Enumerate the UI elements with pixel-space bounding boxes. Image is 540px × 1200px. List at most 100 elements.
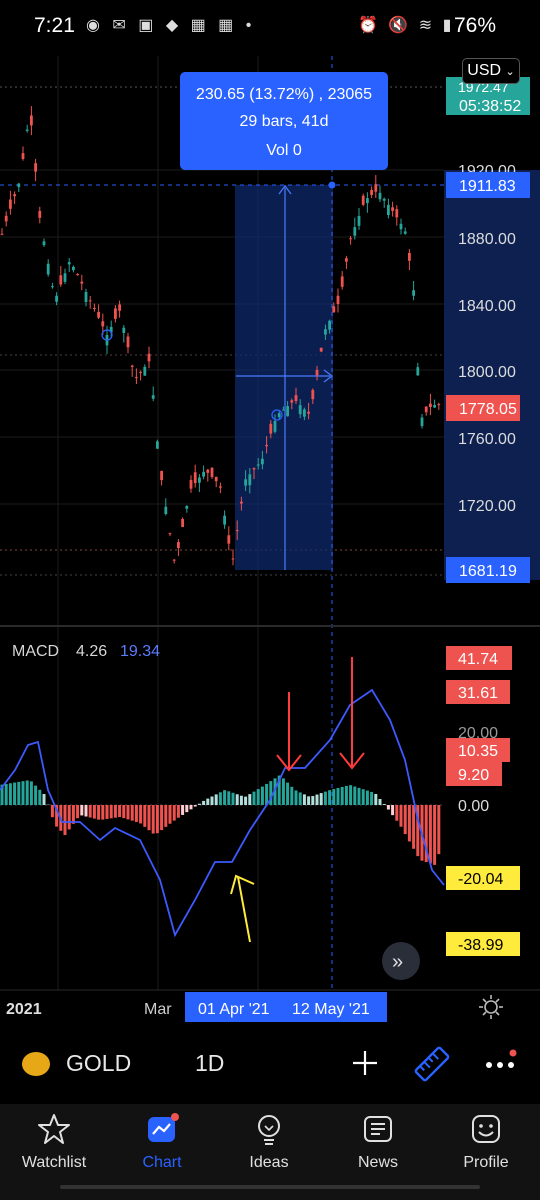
interval-label[interactable]: 1D	[195, 1050, 225, 1076]
macd-bar	[315, 794, 319, 805]
macd-bar	[273, 778, 277, 805]
settings-gear-icon[interactable]	[479, 995, 503, 1019]
candle-body	[374, 184, 378, 192]
status-time: 7:21	[34, 14, 75, 37]
candle-body	[114, 308, 117, 319]
macd-bar	[38, 789, 42, 805]
macd-axis[interactable]: 41.74 31.61 20.00 10.35 9.20 0.00 -20.04…	[446, 646, 520, 956]
candle-body	[198, 477, 201, 483]
gold-bars-icon[interactable]	[22, 1052, 50, 1076]
macd-bar	[349, 785, 353, 805]
macd-bar	[433, 805, 437, 865]
macd-bar	[176, 805, 180, 818]
macd-bar	[147, 805, 151, 831]
lightbulb-icon	[258, 1115, 280, 1145]
macd-bar	[197, 803, 201, 805]
measure-low-label: 1681.19	[459, 563, 517, 580]
macd-bar	[416, 805, 420, 857]
macd-bar	[336, 788, 340, 805]
macd-bar	[286, 782, 290, 805]
macd-bar	[424, 805, 428, 863]
macd-bar	[302, 794, 306, 805]
macd-bar	[126, 805, 130, 820]
nav-watchlist[interactable]: Watchlist	[6, 1112, 102, 1176]
candle-body	[0, 233, 4, 235]
chart-icon	[148, 1113, 179, 1142]
macd-bar	[395, 805, 399, 821]
candle-body	[67, 262, 71, 265]
nav-profile[interactable]: Profile	[438, 1112, 534, 1176]
macd-bar	[84, 805, 88, 817]
candle-body	[378, 192, 382, 200]
macd-bar	[185, 805, 189, 813]
candle-body	[399, 223, 403, 230]
macd-axis-label: 10.35	[458, 743, 498, 760]
countdown-label: 05:38:52	[459, 98, 521, 115]
symbol-label[interactable]: GOLD	[66, 1050, 132, 1076]
macd-bar	[113, 805, 117, 818]
candle-body	[46, 263, 50, 275]
measure-handle-top[interactable]	[328, 181, 336, 189]
macd-bar	[21, 781, 25, 805]
macd-bar	[181, 805, 185, 815]
macd-bar	[92, 805, 96, 819]
candle-body	[345, 258, 348, 262]
measure-high-label-box	[446, 172, 530, 198]
candle-body	[273, 421, 277, 432]
macd-bar	[134, 805, 138, 822]
add-icon[interactable]	[348, 1046, 382, 1080]
candle-body	[370, 189, 373, 195]
macd-bar	[235, 794, 239, 805]
nav-news[interactable]: News	[330, 1112, 426, 1176]
candle-body	[59, 275, 63, 285]
scroll-realtime-button[interactable]	[382, 942, 420, 980]
macd-axis-label: 31.61	[458, 685, 498, 702]
macd-bar	[122, 805, 126, 819]
more-dots-icon[interactable]	[482, 1048, 518, 1078]
candle-body	[97, 311, 100, 318]
macd-bar	[25, 780, 29, 805]
red-arrow-1	[276, 692, 302, 772]
candle-body	[227, 535, 231, 544]
nav-label: Profile	[463, 1154, 509, 1171]
macd-bar	[34, 785, 38, 805]
nav-ideas[interactable]: Ideas	[221, 1112, 317, 1176]
candle-body	[382, 198, 386, 201]
candle-body	[223, 515, 226, 525]
candle-body	[189, 480, 193, 489]
chart-area[interactable]: 230.65 (13.72%) , 23065 29 bars, 41d Vol…	[0, 56, 540, 1032]
price-axis[interactable]: 1972.47 1920.00 1880.00 1840.00 1800.00 …	[444, 77, 540, 583]
macd-bar	[13, 782, 17, 805]
price-tick: 1880.00	[458, 231, 516, 248]
candle-body	[248, 474, 252, 486]
yellow-arrow	[230, 874, 255, 943]
macd-histogram	[0, 775, 441, 865]
nav-chart[interactable]: Chart	[114, 1112, 210, 1176]
drawing-point[interactable]	[101, 329, 113, 341]
chart-grid	[0, 56, 444, 990]
macd-bar	[118, 805, 122, 818]
drawing-point[interactable]	[271, 409, 283, 421]
candle-body	[126, 336, 130, 348]
candle-body	[303, 409, 306, 417]
candle-body	[130, 365, 134, 367]
macd-bar	[214, 794, 218, 805]
macd-bar	[202, 800, 206, 805]
measure-line3: Vol 0	[266, 142, 302, 159]
macd-bar	[227, 791, 231, 805]
candle-body	[269, 423, 273, 434]
candle-body	[55, 295, 58, 302]
candle-body	[147, 353, 151, 362]
candle-body	[193, 472, 197, 484]
ruler-icon[interactable]	[412, 1044, 452, 1084]
currency-selector[interactable]: USD ⌄	[462, 58, 520, 84]
candle-body	[51, 286, 54, 288]
candle-body	[72, 266, 75, 271]
macd-bar	[231, 792, 235, 805]
macd-value-2: 19.34	[120, 643, 160, 660]
time-label-mar: Mar	[144, 1001, 172, 1018]
candle-body	[403, 231, 407, 234]
candle-body	[151, 395, 155, 399]
macd-bar	[437, 805, 441, 855]
measure-range[interactable]	[235, 185, 333, 570]
